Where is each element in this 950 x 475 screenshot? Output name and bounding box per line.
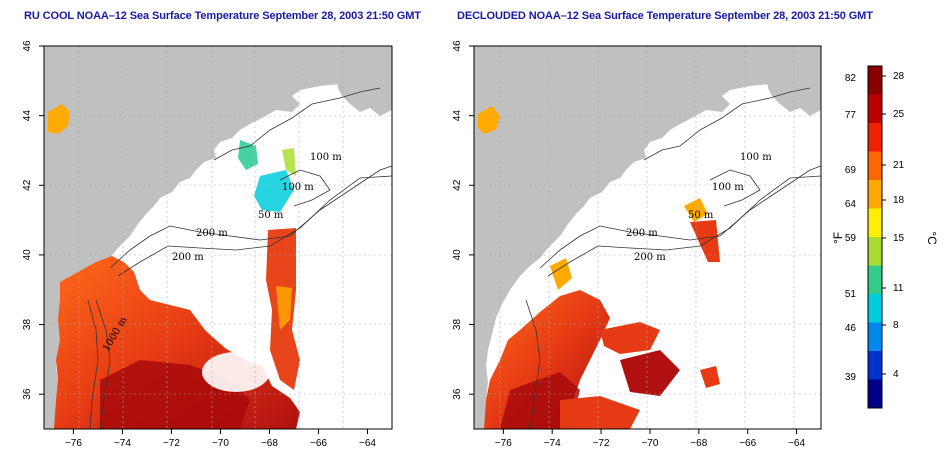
contour-label: 200 m [626, 228, 658, 239]
colorbar: 82 77 69 64 59 51 46 39 28 25 21 18 15 11 8 4 °F °C [831, 65, 939, 409]
x-tick-label: −76 [495, 438, 512, 449]
y-tick-label: 36 [22, 388, 33, 400]
unit-fahrenheit: °F [831, 232, 845, 244]
x-tick-label: −74 [544, 438, 561, 449]
x-axis-ticks-left: −76 −74 −72 −70 −68 −66 −64 [65, 429, 376, 449]
contour-label: 100 m [740, 152, 772, 163]
y-axis-ticks-left: 36 38 40 42 44 46 [22, 40, 44, 400]
colorbar-c-label: 18 [893, 195, 905, 206]
land-mass [44, 46, 392, 429]
contour-label: 100 m [310, 152, 342, 163]
x-tick-label: −70 [641, 438, 658, 449]
land-east [330, 46, 392, 116]
bathymetry-contours [525, 87, 821, 429]
y-tick-label: 36 [452, 388, 463, 400]
right-panel-title: DECLOUDED NOAA–12 Sea Surface Temperatur… [457, 10, 873, 22]
colorbar-swatch [868, 379, 882, 409]
colorbar-f-label: 46 [845, 323, 857, 334]
colorbar-c-label: 4 [893, 369, 899, 380]
contour-label: 100 m [712, 182, 744, 193]
colorbar-swatches [868, 66, 882, 409]
colorbar-swatch [868, 151, 882, 181]
colorbar-celsius-labels: 28 25 21 18 15 11 8 4 [882, 71, 905, 380]
y-axis-ticks-right: 36 38 40 42 44 46 [452, 40, 474, 400]
colorbar-c-label: 15 [893, 233, 905, 244]
colorbar-f-label: 77 [845, 110, 857, 121]
y-tick-label: 40 [452, 249, 463, 261]
contour-label: 200 m [196, 228, 228, 239]
left-panel-title: RU COOL NOAA–12 Sea Surface Temperature … [24, 10, 421, 22]
colorbar-swatch [868, 322, 882, 352]
x-tick-label: −66 [310, 438, 327, 449]
colorbar-swatch [868, 294, 882, 323]
x-tick-label: −64 [788, 438, 805, 449]
colorbar-f-label: 69 [845, 165, 857, 176]
colorbar-swatch [868, 208, 882, 238]
x-axis-ticks-right: −76 −74 −72 −70 −68 −66 −64 [495, 429, 805, 449]
colorbar-f-label: 59 [845, 233, 857, 244]
colorbar-swatch [868, 237, 882, 266]
x-tick-label: −70 [212, 438, 229, 449]
colorbar-swatch [868, 94, 882, 124]
y-tick-label: 44 [22, 110, 33, 122]
lat-lon-grid [44, 46, 392, 429]
colorbar-c-label: 28 [893, 71, 905, 82]
bathymetry-contours [87, 87, 392, 429]
colorbar-c-label: 21 [893, 160, 905, 171]
y-tick-label: 44 [452, 110, 463, 122]
x-tick-label: −72 [593, 438, 610, 449]
left-map-panel: 100 m 100 m 50 m 200 m 200 m 1000 m −76−… [22, 40, 393, 449]
y-tick-label: 46 [22, 40, 33, 52]
contour-label: 100 m [282, 182, 314, 193]
colorbar-f-label: 64 [845, 199, 857, 210]
y-tick-label: 38 [452, 319, 463, 331]
contour-label: 50 m [258, 210, 284, 221]
colorbar-swatch [868, 180, 882, 209]
lat-lon-grid [474, 46, 821, 429]
land-mass [474, 46, 821, 429]
contour-label: 200 m [172, 252, 204, 263]
x-tick-label: −74 [114, 438, 131, 449]
colorbar-c-label: 11 [893, 283, 904, 294]
colorbar-c-label: 8 [893, 320, 899, 331]
colorbar-swatch [868, 123, 882, 152]
sst-nw-patch [48, 104, 70, 134]
y-tick-label: 40 [22, 249, 33, 261]
x-tick-label: −72 [163, 438, 180, 449]
x-tick-label: −76 [65, 438, 82, 449]
y-tick-label: 42 [22, 179, 33, 191]
contour-label: 200 m [634, 252, 666, 263]
colorbar-f-label: 51 [845, 289, 857, 300]
contour-label: 50 m [688, 210, 714, 221]
right-map-panel: 100 m 100 m 50 m 200 m 200 m −76 −74 −72 −7… [452, 40, 822, 449]
x-tick-label: −66 [739, 438, 756, 449]
unit-celsius: °C [925, 231, 939, 245]
x-tick-label: −68 [261, 438, 278, 449]
colorbar-f-label: 82 [845, 73, 857, 84]
y-tick-label: 38 [22, 319, 33, 331]
colorbar-c-label: 25 [893, 109, 905, 120]
x-tick-label: −64 [359, 438, 376, 449]
x-tick-label: −68 [690, 438, 707, 449]
colorbar-swatch [868, 351, 882, 380]
colorbar-swatch [868, 265, 882, 295]
y-tick-label: 42 [452, 179, 463, 191]
land-east [760, 46, 821, 116]
y-tick-label: 46 [452, 40, 463, 52]
colorbar-swatch [868, 66, 882, 95]
colorbar-fahrenheit-labels: 82 77 69 64 59 51 46 39 [845, 73, 857, 383]
sst-patch [600, 322, 660, 354]
colorbar-f-label: 39 [845, 372, 857, 383]
